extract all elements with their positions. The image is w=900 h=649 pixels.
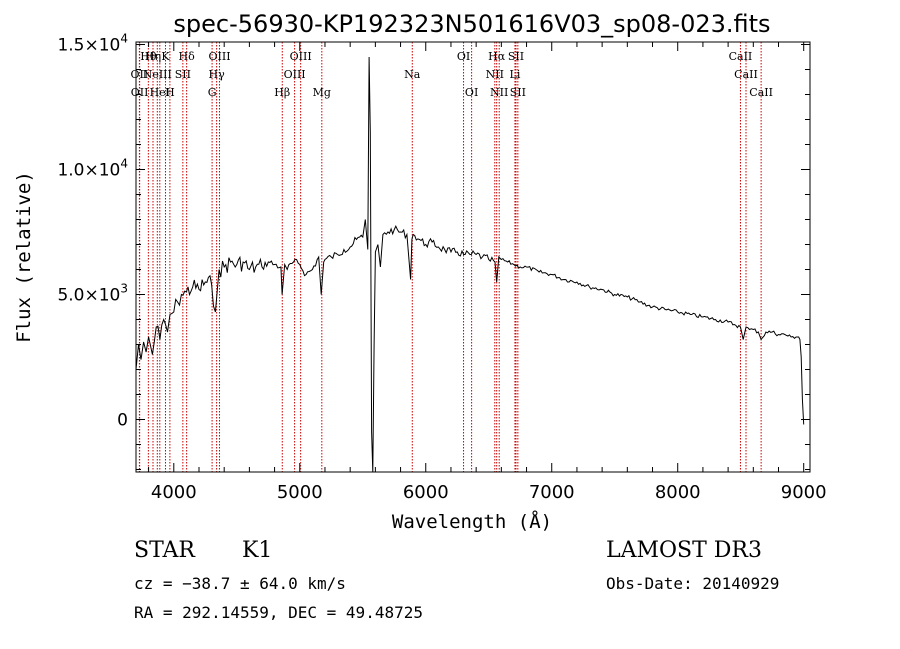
line-label: OIII xyxy=(290,50,312,63)
line-label: NII xyxy=(490,86,508,99)
line-label: OII xyxy=(131,68,149,81)
survey-name: LAMOST DR3 xyxy=(606,538,762,563)
line-label: NII xyxy=(486,68,504,81)
line-label: Hβ xyxy=(274,86,290,99)
line-label: OII xyxy=(131,86,149,99)
observation-date: Obs-Date: 20140929 xyxy=(606,574,780,593)
line-label: CaII xyxy=(729,50,753,63)
chart-title: spec-56930-KP192323N501616V03_sp08-023.f… xyxy=(173,10,770,38)
object-class: STAR xyxy=(134,538,195,563)
line-label: NeIII xyxy=(143,68,172,81)
y-axis-label: Flux (relative) xyxy=(13,171,35,343)
line-label: HeI xyxy=(150,86,170,99)
line-label: H xyxy=(165,86,175,99)
line-label: Hδ xyxy=(179,50,196,63)
y-tick-label: 1.5×104 xyxy=(57,32,128,56)
plot-frame xyxy=(135,41,811,473)
y-tick-label: 0 xyxy=(117,411,128,431)
coordinates-readout: RA = 292.14559, DEC = 49.48725 xyxy=(134,603,423,622)
x-tick-label: 5000 xyxy=(277,482,323,503)
x-tick-label: 4000 xyxy=(151,482,197,503)
spectral-line-markers xyxy=(138,42,762,472)
y-axis: 0 5.0×103 1.0×104 1.5×104 xyxy=(57,32,810,470)
y-tick-label: 1.0×104 xyxy=(57,157,128,181)
x-axis: 4000 5000 6000 7000 8000 9000 xyxy=(148,42,827,503)
spectrum-line xyxy=(135,56,805,473)
line-label: Hθ xyxy=(140,50,157,63)
line-label: Mg xyxy=(313,86,331,99)
line-label: Hη xyxy=(145,50,161,63)
line-label: CaII xyxy=(749,86,773,99)
line-label: Hγ xyxy=(209,68,226,81)
line-label: CaII xyxy=(734,68,758,81)
line-label: Na xyxy=(404,68,421,81)
line-label: K xyxy=(161,50,170,63)
x-tick-label: 8000 xyxy=(655,482,701,503)
object-subclass: K1 xyxy=(242,538,273,563)
x-axis-label: Wavelength (Å) xyxy=(392,510,552,533)
spectrum-chart: spec-56930-KP192323N501616V03_sp08-023.f… xyxy=(13,10,827,533)
redshift-readout: cz = −38.7 ± 64.0 km/s xyxy=(134,574,346,593)
x-tick-label: 9000 xyxy=(781,482,827,503)
line-label: G xyxy=(208,86,217,99)
x-tick-label: 6000 xyxy=(403,482,449,503)
line-label: OI xyxy=(465,86,478,99)
line-label: OI xyxy=(457,50,470,63)
y-tick-label: 5.0×103 xyxy=(57,282,128,306)
line-label: OIII xyxy=(208,50,230,63)
spectrum-series xyxy=(135,56,805,473)
line-label: SII xyxy=(510,86,526,99)
line-label: OIII xyxy=(284,68,306,81)
line-label: SII xyxy=(508,50,524,63)
line-label: Hα xyxy=(488,50,506,63)
x-tick-label: 7000 xyxy=(529,482,575,503)
line-label: Li xyxy=(510,68,521,81)
line-label: SII xyxy=(175,68,191,81)
